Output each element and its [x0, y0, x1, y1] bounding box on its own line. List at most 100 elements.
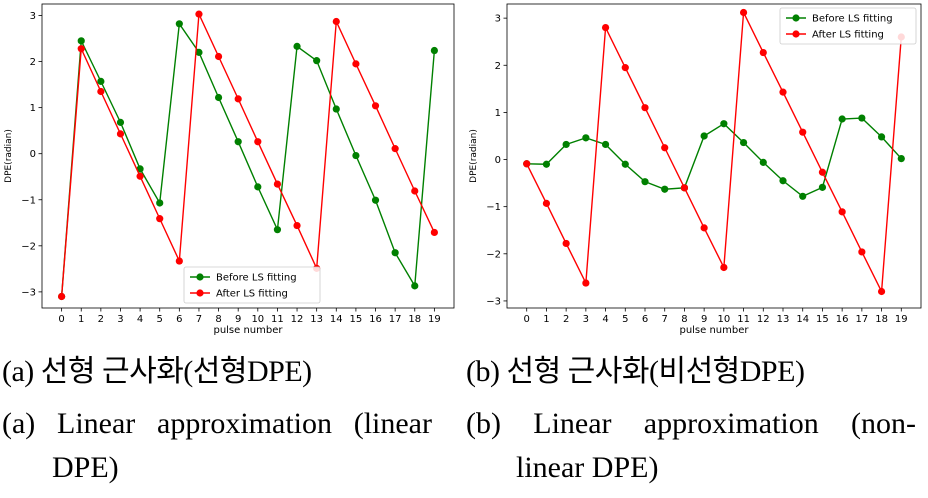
x-tick-label-12: 12 — [757, 314, 770, 325]
series-line-1 — [60, 11, 436, 297]
y-tick-label-6: 3 — [495, 14, 501, 25]
series-1-point-13 — [779, 88, 787, 96]
y-tick-label-4: 1 — [30, 103, 36, 114]
y-tick-label-1: −2 — [21, 241, 36, 252]
x-tick-label-19: 19 — [428, 314, 441, 325]
legend-entry-1: After LS fitting — [216, 289, 288, 300]
series-0-point-9 — [700, 132, 708, 140]
legend-marker-1 — [196, 289, 204, 297]
x-tick-label-5: 5 — [622, 314, 628, 325]
x-tick-label-3: 3 — [117, 314, 123, 325]
series-0-point-15 — [818, 183, 827, 191]
series-1-point-16 — [838, 208, 846, 216]
chart-b-nonlinear-dpe: 0 1 2 3 4 5 6 7 8 9 10 11 12 13 14 15 16 17 18 19−3−2−10123… — [469, 3, 922, 336]
series-1-point-14 — [799, 128, 807, 136]
x-tick-label-13: 13 — [777, 314, 790, 325]
series-1-point-2 — [562, 239, 570, 248]
x-tick-label-7: 7 — [196, 314, 202, 325]
y-tick-label-0: −3 — [486, 296, 501, 307]
series-1-point-12 — [759, 48, 767, 57]
series-0-point-7 — [661, 185, 669, 193]
series-1-point-3 — [116, 130, 125, 138]
x-tick-label-10: 10 — [251, 314, 264, 325]
x-tick-label-2: 2 — [98, 314, 104, 325]
series-0-point-4 — [136, 165, 144, 173]
x-tick-label-17: 17 — [389, 314, 402, 325]
x-tick-label-18: 18 — [875, 314, 888, 325]
series-0-point-5 — [156, 199, 164, 207]
series-0-point-16 — [371, 196, 380, 204]
series-1-point-2 — [97, 87, 105, 96]
series-0-point-3 — [582, 134, 590, 142]
x-tick-label-9: 9 — [701, 314, 707, 325]
series-1-point-17 — [858, 248, 866, 256]
series-1-point-8 — [214, 52, 223, 61]
series-1-point-5 — [156, 215, 164, 223]
series-1-point-9 — [234, 95, 242, 103]
x-tick-label-14: 14 — [330, 314, 343, 325]
x-tick-label-15: 15 — [816, 314, 829, 325]
series-0-point-14 — [799, 192, 807, 200]
series-1-point-0 — [523, 160, 531, 168]
series-0-point-19 — [897, 154, 905, 163]
series-1-point-6 — [641, 104, 649, 112]
series-0-point-10 — [254, 183, 262, 191]
series-0-point-6 — [175, 20, 183, 28]
series-0-point-16 — [838, 115, 846, 123]
y-tick-label-0: −3 — [21, 287, 36, 298]
series-0-point-11 — [273, 226, 282, 234]
series-0-point-2 — [562, 140, 570, 149]
series-line-0 — [60, 21, 436, 297]
series-0-point-12 — [293, 42, 301, 50]
series-0-point-7 — [195, 48, 203, 56]
series-1-point-6 — [175, 257, 183, 265]
series-line-0 — [526, 117, 902, 198]
x-tick-label-8: 8 — [681, 314, 687, 325]
x-tick-label-1: 1 — [78, 314, 84, 325]
series-1-point-7 — [661, 144, 669, 152]
x-tick-label-11: 11 — [271, 314, 284, 325]
series-1-point-11 — [273, 180, 282, 188]
series-0-point-6 — [641, 178, 649, 186]
y-tick-label-6: 3 — [30, 11, 36, 22]
legend-marker-0 — [792, 14, 800, 22]
series-0-point-5 — [621, 160, 629, 168]
series-1-point-5 — [621, 64, 629, 72]
series-0-point-9 — [234, 138, 242, 146]
caption-b-english-line2: linear DPE) — [516, 451, 659, 484]
series-1-point-18 — [877, 287, 886, 296]
series-line-1 — [526, 9, 902, 295]
series-1-point-4 — [601, 23, 610, 32]
x-tick-label-15: 15 — [350, 314, 363, 325]
series-1-point-15 — [818, 168, 827, 176]
y-tick-label-4: 1 — [495, 108, 501, 119]
series-1-point-16 — [371, 102, 380, 110]
x-tick-label-4: 4 — [137, 314, 143, 325]
series-0-point-19 — [430, 46, 438, 55]
y-tick-label-3: 0 — [30, 149, 36, 160]
series-0-point-1 — [542, 160, 551, 168]
x-axis-label: pulse number — [213, 325, 283, 336]
series-1-point-4 — [136, 172, 144, 180]
x-tick-label-5: 5 — [157, 314, 163, 325]
y-tick-label-2: −1 — [486, 202, 501, 213]
caption-b-english: (b) Linear approximation (non- linear DP… — [466, 402, 916, 490]
series-0-point-13 — [779, 177, 787, 185]
x-tick-label-12: 12 — [291, 314, 304, 325]
x-tick-label-19: 19 — [895, 314, 908, 325]
series-1-point-9 — [700, 224, 708, 232]
series-1-point-18 — [411, 187, 419, 195]
y-axis-label: DPE(radian) — [469, 129, 479, 183]
series-1-point-1 — [77, 45, 85, 53]
series-1-point-12 — [293, 221, 301, 230]
series-0-point-11 — [739, 138, 748, 147]
y-tick-label-3: 0 — [495, 155, 501, 166]
series-1-point-3 — [582, 279, 590, 287]
legend-entry-0: Before LS fitting — [812, 14, 893, 25]
x-tick-label-6: 6 — [176, 314, 182, 325]
series-1-point-19 — [430, 228, 438, 237]
x-tick-label-11: 11 — [737, 314, 750, 325]
series-0-point-17 — [391, 249, 399, 257]
series-0-point-17 — [858, 114, 866, 122]
y-tick-label-5: 2 — [30, 57, 36, 68]
